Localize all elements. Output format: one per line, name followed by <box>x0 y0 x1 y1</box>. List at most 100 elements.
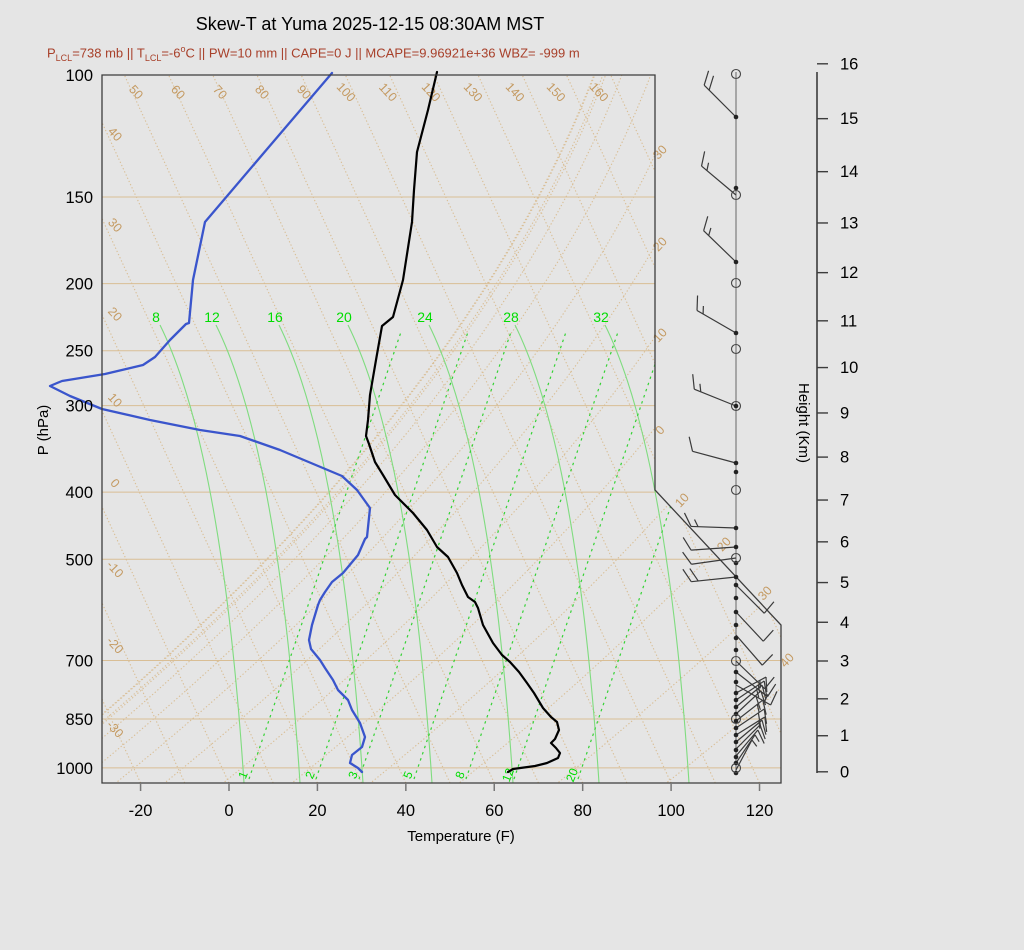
mixing-ratio-lines <box>248 332 731 780</box>
wind-level-circle <box>730 655 742 667</box>
temperature-tick-label: 60 <box>485 802 503 820</box>
isotherm-label: -30 <box>104 718 127 741</box>
wind-level-dot <box>733 609 739 615</box>
temperature-tick-label: 40 <box>397 802 415 820</box>
isotherm-label: 20 <box>105 304 125 324</box>
wind-level-dot <box>733 635 739 641</box>
temperature-tick-label: 0 <box>224 802 233 820</box>
wind-level-dot <box>733 330 739 336</box>
moist-adiabat-lines <box>159 324 690 783</box>
height-tick-label: 12 <box>840 264 858 282</box>
wind-level-circle <box>730 400 742 412</box>
pressure-tick-label: 500 <box>65 551 93 569</box>
pressure-tick-label: 700 <box>65 653 93 671</box>
moist-adiabat-labels: 8 12 16 20 24 28 32 <box>152 309 609 325</box>
moist-adiabat-label: 8 <box>152 309 160 325</box>
wind-level-circle <box>730 343 742 355</box>
chart-title: Skew-T at Yuma 2025-12-15 08:30AM MST <box>195 14 545 34</box>
height-tick-label: 13 <box>840 214 858 232</box>
wind-level-dot <box>733 574 739 580</box>
mixing-ratio-labels: 1 2 3 5 8 12 20 <box>235 766 581 784</box>
isotherm-label: 40 <box>777 650 797 670</box>
height-tick-label: 9 <box>840 404 849 422</box>
isotherm-label: 150 <box>544 80 568 105</box>
pressure-axis-title: P (hPa) <box>35 405 52 456</box>
height-tick-label: 6 <box>840 533 849 551</box>
wind-level-dot <box>733 647 739 653</box>
pressure-tick-label: 1000 <box>56 760 93 778</box>
pressure-tick-label: 400 <box>65 484 93 502</box>
mixing-ratio-label: 3 <box>345 769 361 781</box>
pressure-tick-label: 100 <box>65 67 93 85</box>
wind-level-circle <box>730 762 742 774</box>
moist-adiabat-label: 32 <box>593 309 609 325</box>
pressure-tick-label: 150 <box>65 189 93 207</box>
wind-level-dot <box>733 259 739 265</box>
height-tick-label: 2 <box>840 690 849 708</box>
wind-level-dot <box>733 114 739 120</box>
wind-level-dot <box>733 669 739 675</box>
wind-level-circle <box>730 277 742 289</box>
wind-level-dot <box>733 403 739 409</box>
isotherm-label: 20 <box>714 534 734 554</box>
mixing-ratio-label: 1 <box>235 769 251 781</box>
wind-level-circle <box>730 552 742 564</box>
isotherm-label: 50 <box>126 82 146 102</box>
isotherm-label: 140 <box>503 80 527 105</box>
wind-level-dot <box>733 544 739 550</box>
isotherm-label: 20 <box>650 234 670 254</box>
mixing-ratio-label: 20 <box>563 766 581 784</box>
height-axis-title: Height (Km) <box>795 383 812 463</box>
plot-border <box>101 74 782 784</box>
height-tick-label: 7 <box>840 492 849 510</box>
height-tick-label: 14 <box>840 163 858 181</box>
moist-adiabat-label: 28 <box>503 309 519 325</box>
pressure-tick-label: 200 <box>65 276 93 294</box>
isotherm-label: -20 <box>104 634 127 657</box>
isotherm-labels: 50 60 70 80 90 100 110 120 130 140 150 160403020100… <box>104 80 612 741</box>
height-tick-label: 10 <box>840 359 858 377</box>
wind-level-dot <box>733 525 739 531</box>
temperature-tick-label: 80 <box>574 802 592 820</box>
moist-adiabat-label: 24 <box>417 309 433 325</box>
temperature-tick-label: 100 <box>657 802 685 820</box>
wind-level-dot <box>733 697 739 703</box>
isotherm-label: 100 <box>334 80 358 105</box>
isotherm-label: 40 <box>105 124 125 144</box>
pressure-tick-label: 300 <box>65 398 93 416</box>
wind-level-dot <box>733 595 739 601</box>
isotherm-label: 10 <box>650 325 670 345</box>
wind-level-dot <box>733 718 739 724</box>
height-tick-label: 8 <box>840 449 849 467</box>
wind-barb-column <box>682 68 778 776</box>
wind-level-circle <box>730 68 742 80</box>
temperature-axis: -20 0 20 40 60 80 100 120 Temperature (F) <box>129 783 773 845</box>
isotherm-lines <box>102 75 781 783</box>
height-tick-label: 0 <box>840 763 849 781</box>
wind-level-dot <box>733 747 739 753</box>
mixing-ratio-label: 8 <box>452 769 468 781</box>
wind-level-dot <box>733 704 739 710</box>
wind-level-circle <box>730 713 742 725</box>
height-tick-label: 11 <box>840 312 857 330</box>
pressure-tick-label: 250 <box>65 343 93 361</box>
temperature-curve <box>364 70 562 774</box>
isotherm-label: 0 <box>107 476 122 491</box>
wind-level-dot <box>733 460 739 466</box>
temperature-axis-title: Temperature (F) <box>407 828 515 845</box>
isotherm-label: 10 <box>105 390 125 410</box>
wind-level-dot <box>733 185 739 191</box>
wind-level-dot <box>733 725 739 731</box>
isotherm-label: 70 <box>210 82 230 102</box>
height-tick-label: 16 <box>840 55 858 73</box>
chart-subtitle: PLCL=738 mb || TLCL=-6oC || PW=10 mm || … <box>47 44 580 63</box>
isotherm-label: 30 <box>650 142 670 162</box>
dewpoint-curve <box>48 71 372 774</box>
height-tick-label: 4 <box>840 614 849 632</box>
wind-level-dot <box>733 469 739 475</box>
moist-adiabat-label: 12 <box>204 309 220 325</box>
